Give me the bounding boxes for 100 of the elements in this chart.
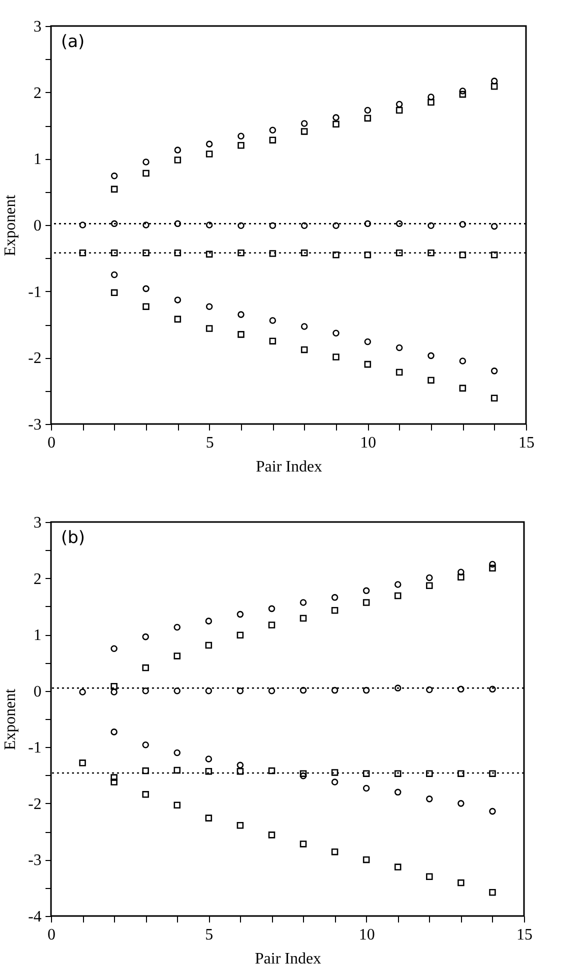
point xyxy=(362,784,370,792)
point xyxy=(331,606,338,614)
x-axis-title: Pair Index xyxy=(256,458,322,476)
point xyxy=(205,756,212,762)
x-tick-label: 5 xyxy=(205,926,214,944)
point xyxy=(489,564,496,572)
point xyxy=(110,186,118,193)
point xyxy=(426,873,433,880)
point xyxy=(206,250,213,258)
point xyxy=(206,150,213,158)
point xyxy=(331,769,338,776)
point xyxy=(110,289,118,296)
point xyxy=(300,614,307,622)
point xyxy=(269,222,276,230)
point xyxy=(174,652,181,660)
point xyxy=(426,582,433,589)
point xyxy=(205,814,212,822)
point xyxy=(458,686,464,693)
point xyxy=(396,368,403,376)
point xyxy=(364,338,372,346)
point xyxy=(205,618,212,624)
x-tick-label: 10 xyxy=(358,926,375,944)
point xyxy=(174,296,182,304)
point xyxy=(238,331,244,338)
point xyxy=(110,778,118,786)
point xyxy=(79,249,86,256)
x-tick-label: 0 xyxy=(48,434,56,452)
point xyxy=(489,808,496,815)
point xyxy=(142,303,150,310)
point xyxy=(300,686,307,694)
point xyxy=(300,323,308,330)
x-tick-label: 10 xyxy=(360,434,376,452)
point xyxy=(300,346,308,354)
point xyxy=(238,311,244,318)
y-tick-label: -4 xyxy=(28,908,42,926)
point xyxy=(428,94,434,100)
y-axis-title: Exponent xyxy=(2,688,20,750)
point xyxy=(142,742,149,748)
y-tick-label: -3 xyxy=(28,852,42,870)
point xyxy=(362,587,370,594)
point xyxy=(174,249,182,256)
point xyxy=(142,687,149,694)
point xyxy=(332,120,340,128)
point xyxy=(206,222,213,228)
point xyxy=(332,354,340,360)
point xyxy=(428,352,434,360)
point xyxy=(142,170,150,177)
point xyxy=(396,344,403,352)
point xyxy=(331,686,338,694)
point xyxy=(142,285,150,292)
point xyxy=(79,222,86,228)
x-tick-label: 15 xyxy=(516,926,532,944)
point xyxy=(174,220,182,228)
point xyxy=(110,728,118,736)
point xyxy=(426,686,433,694)
point xyxy=(236,610,244,618)
point xyxy=(300,120,308,127)
y-tick-label: 2 xyxy=(34,570,42,588)
x-axis-title: Pair Index xyxy=(254,950,322,968)
point xyxy=(79,760,86,766)
point xyxy=(269,250,276,257)
point xyxy=(426,770,433,777)
point xyxy=(269,126,276,134)
point xyxy=(174,749,181,756)
point xyxy=(364,360,372,368)
point xyxy=(110,682,118,690)
point xyxy=(490,394,498,402)
point xyxy=(362,686,370,694)
point xyxy=(238,249,244,256)
point xyxy=(79,688,86,696)
point xyxy=(174,146,182,154)
point xyxy=(236,687,244,694)
point xyxy=(394,770,402,777)
point xyxy=(174,316,182,323)
point xyxy=(236,768,244,775)
y-tick-label: -1 xyxy=(28,740,42,757)
point xyxy=(489,560,496,568)
y-tick-label: 3 xyxy=(34,18,42,36)
point xyxy=(269,338,276,344)
point xyxy=(396,249,403,256)
y-tick-label: -2 xyxy=(28,350,42,368)
point xyxy=(364,114,372,122)
point xyxy=(332,251,340,258)
point xyxy=(362,770,370,777)
point xyxy=(110,249,118,256)
annotation: (b) xyxy=(61,528,86,548)
y-axis-title: Exponent xyxy=(2,194,20,256)
point xyxy=(268,832,276,838)
point xyxy=(110,172,118,180)
point xyxy=(206,325,213,332)
point xyxy=(394,684,402,692)
point xyxy=(268,687,276,694)
point xyxy=(300,840,307,848)
point xyxy=(206,303,213,310)
point xyxy=(174,156,182,164)
point xyxy=(142,158,150,166)
point xyxy=(268,767,276,774)
point xyxy=(394,864,402,870)
point xyxy=(458,879,464,886)
point xyxy=(490,78,498,84)
